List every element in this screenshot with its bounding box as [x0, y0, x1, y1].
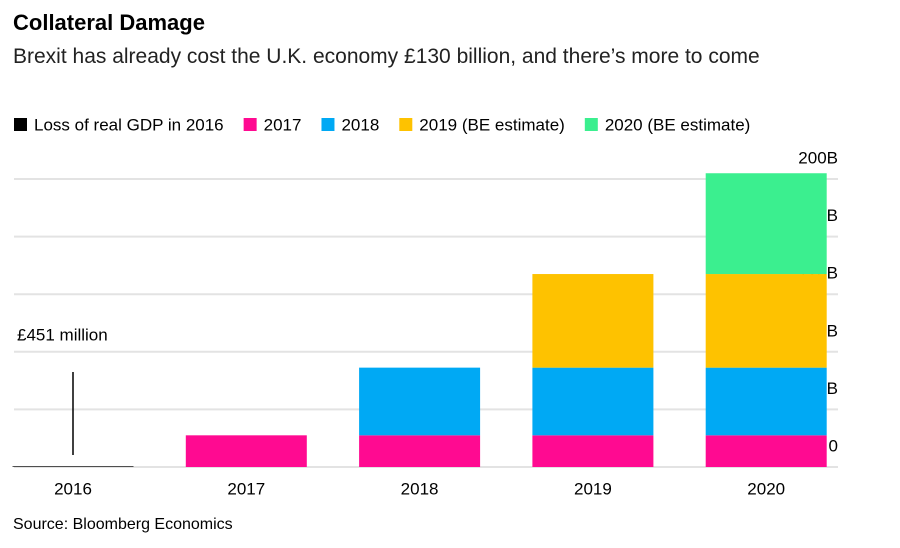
plot: Loss of real GDP in 2016 2017 2018 2019 (BE…: [12, 115, 838, 498]
x-tick-label: 2020: [747, 479, 785, 498]
bar-segment: [532, 435, 654, 467]
legend-label: 2018: [341, 115, 379, 134]
bar-segment: [705, 367, 827, 436]
bar-segment: [185, 435, 307, 467]
bar-segment: [705, 274, 827, 368]
legend-label: 2017: [264, 115, 302, 134]
annotation: £451 million: [17, 325, 108, 344]
legend-label: Loss of real GDP in 2016: [34, 115, 224, 134]
bar-segment: [532, 367, 654, 436]
legend-swatch: [399, 118, 413, 131]
bar-segment: [705, 173, 827, 275]
chart-title: Collateral Damage: [13, 10, 205, 35]
source: Source: Bloomberg Economics: [13, 516, 233, 533]
chart-subtitle: Brexit has already cost the U.K. economy…: [13, 45, 760, 68]
legend-swatch: [14, 118, 27, 131]
y-tick-label: 200B: [798, 148, 838, 167]
x-tick-label: 2019: [574, 479, 612, 498]
x-tick-label: 2016: [54, 479, 92, 498]
x-tick-label: 2017: [227, 479, 265, 498]
bar-segment: [359, 367, 481, 436]
legend-swatch: [321, 118, 335, 131]
legend-label: 2019 (BE estimate): [419, 115, 565, 134]
subtitle-box: Brexit has already cost the U.K. economy…: [13, 45, 760, 68]
x-tick-label: 2018: [401, 479, 439, 498]
bar-segment: [705, 435, 827, 467]
bar-segment: [12, 466, 134, 467]
bar-segment: [532, 274, 654, 368]
legend-swatch: [243, 118, 257, 131]
legend-label: 2020 (BE estimate): [605, 115, 751, 134]
legend-swatch: [584, 118, 598, 131]
y-tick-label: 0: [829, 436, 838, 455]
bar-segment: [359, 435, 481, 467]
